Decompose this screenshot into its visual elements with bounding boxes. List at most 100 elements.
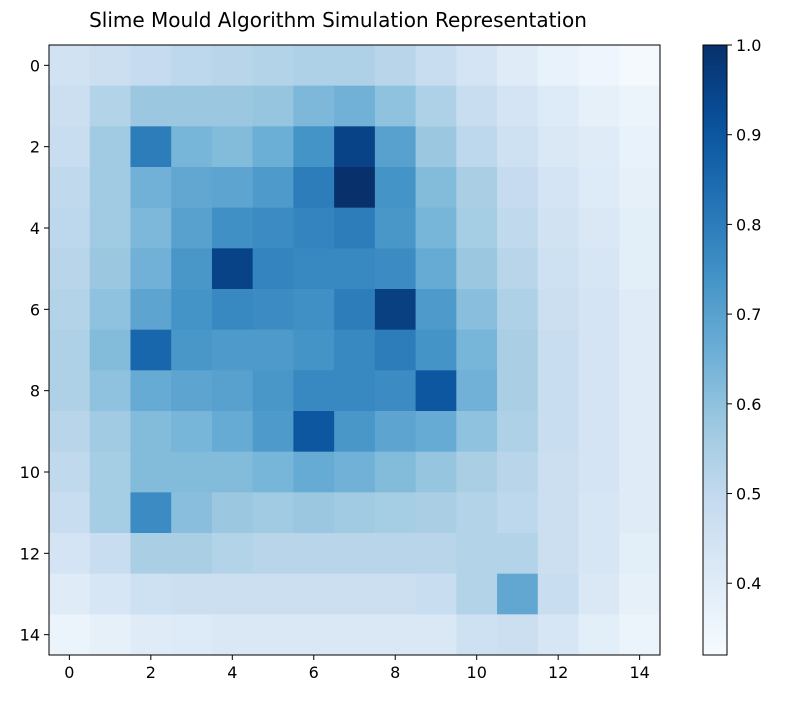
y-tick-label: 4 bbox=[30, 219, 40, 238]
heatmap-cell bbox=[456, 492, 498, 534]
heatmap-cell bbox=[293, 248, 335, 290]
heatmap-cell bbox=[211, 411, 254, 453]
heatmap-cell bbox=[456, 533, 498, 575]
heatmap-cell bbox=[211, 207, 254, 249]
heatmap-cell bbox=[415, 492, 457, 534]
heatmap-cell bbox=[334, 126, 376, 168]
heatmap-cell bbox=[578, 451, 620, 493]
heatmap-cell bbox=[619, 492, 661, 534]
heatmap-cell bbox=[211, 289, 254, 331]
heatmap-cell bbox=[497, 370, 539, 412]
heatmap-cell bbox=[171, 207, 213, 249]
heatmap-cell bbox=[252, 411, 294, 453]
heatmap-cell bbox=[334, 45, 376, 87]
heatmap-cell bbox=[537, 167, 580, 209]
heatmap-cell bbox=[252, 167, 294, 209]
heatmap-cell bbox=[89, 329, 131, 371]
heatmap-cell bbox=[211, 248, 254, 290]
heatmap-cell bbox=[497, 451, 539, 493]
heatmap-cell bbox=[619, 45, 661, 87]
heatmap-cell bbox=[415, 289, 457, 331]
heatmap-cell bbox=[171, 614, 213, 656]
heatmap-cell bbox=[130, 573, 172, 615]
heatmap-cell bbox=[130, 370, 172, 412]
heatmap-cell bbox=[89, 248, 131, 290]
heatmap-cell bbox=[374, 614, 417, 656]
heatmap-cell bbox=[374, 126, 417, 168]
heatmap-cell bbox=[130, 45, 172, 87]
heatmap-cell bbox=[537, 126, 580, 168]
heatmap-cell bbox=[497, 85, 539, 127]
heatmap-cell bbox=[293, 85, 335, 127]
heatmap-cell bbox=[619, 85, 661, 127]
heatmap-cell bbox=[130, 167, 172, 209]
heatmap-cell bbox=[211, 126, 254, 168]
heatmap-cell bbox=[578, 533, 620, 575]
heatmap-cell bbox=[211, 167, 254, 209]
heatmap-cell bbox=[334, 533, 376, 575]
heatmap-cell bbox=[89, 167, 131, 209]
colorbar-tick-label: 0.4 bbox=[736, 574, 761, 593]
heatmap-cell bbox=[578, 45, 620, 87]
heatmap-cell bbox=[537, 614, 580, 656]
x-tick-label: 0 bbox=[64, 663, 74, 682]
heatmap-cell bbox=[293, 614, 335, 656]
heatmap-cell bbox=[619, 411, 661, 453]
heatmap-cell bbox=[49, 248, 91, 290]
x-tick-label: 4 bbox=[227, 663, 237, 682]
heatmap-cell bbox=[374, 85, 417, 127]
heatmap-cell bbox=[130, 126, 172, 168]
colorbar-axis: 0.4 0.5 0.6 0.7 0.8 0.9 1.0 bbox=[727, 36, 761, 593]
heatmap-cell bbox=[334, 248, 376, 290]
heatmap-cell bbox=[456, 45, 498, 87]
heatmap-cell bbox=[619, 329, 661, 371]
heatmap-cell bbox=[293, 573, 335, 615]
heatmap-cell bbox=[537, 85, 580, 127]
heatmap-cell bbox=[334, 451, 376, 493]
heatmap-cell bbox=[130, 85, 172, 127]
heatmap-cell bbox=[497, 533, 539, 575]
heatmap-cell bbox=[252, 329, 294, 371]
heatmap-cell bbox=[456, 614, 498, 656]
x-tick-label: 6 bbox=[309, 663, 319, 682]
heatmap-cell bbox=[252, 289, 294, 331]
heatmap-cell bbox=[619, 533, 661, 575]
heatmap-cell bbox=[374, 492, 417, 534]
colorbar bbox=[702, 44, 728, 656]
heatmap-cell bbox=[415, 167, 457, 209]
heatmap-cell bbox=[537, 370, 580, 412]
heatmap-cell bbox=[619, 370, 661, 412]
heatmap-cell bbox=[293, 370, 335, 412]
heatmap-cell bbox=[619, 167, 661, 209]
heatmap-cell bbox=[578, 248, 620, 290]
y-tick-label: 14 bbox=[20, 626, 40, 645]
heatmap-cell bbox=[130, 248, 172, 290]
heatmap-cell bbox=[211, 573, 254, 615]
heatmap-cell bbox=[252, 451, 294, 493]
heatmap-cell bbox=[537, 492, 580, 534]
heatmap-cell bbox=[374, 248, 417, 290]
heatmap-cell bbox=[130, 533, 172, 575]
heatmap-cell bbox=[89, 370, 131, 412]
heatmap-cell bbox=[619, 451, 661, 493]
heatmap-cell bbox=[374, 573, 417, 615]
heatmap-cell bbox=[374, 533, 417, 575]
x-tick-label: 2 bbox=[146, 663, 156, 682]
heatmap-cell bbox=[49, 533, 91, 575]
y-tick-label: 8 bbox=[30, 382, 40, 401]
heatmap-cell bbox=[89, 411, 131, 453]
heatmap-cell bbox=[293, 207, 335, 249]
heatmap-cell bbox=[211, 45, 254, 87]
heatmap-cell bbox=[130, 289, 172, 331]
heatmap-cell bbox=[171, 289, 213, 331]
heatmap-cell bbox=[89, 45, 131, 87]
x-tick-label: 14 bbox=[629, 663, 649, 682]
heatmap-cell bbox=[497, 573, 539, 615]
heatmap-cell bbox=[456, 248, 498, 290]
heatmap-cell bbox=[497, 248, 539, 290]
heatmap-cell bbox=[334, 492, 376, 534]
heatmap-cell bbox=[49, 126, 91, 168]
colorbar-tick-label: 0.7 bbox=[736, 305, 761, 324]
heatmap-cell bbox=[130, 614, 172, 656]
heatmap-cell bbox=[374, 451, 417, 493]
